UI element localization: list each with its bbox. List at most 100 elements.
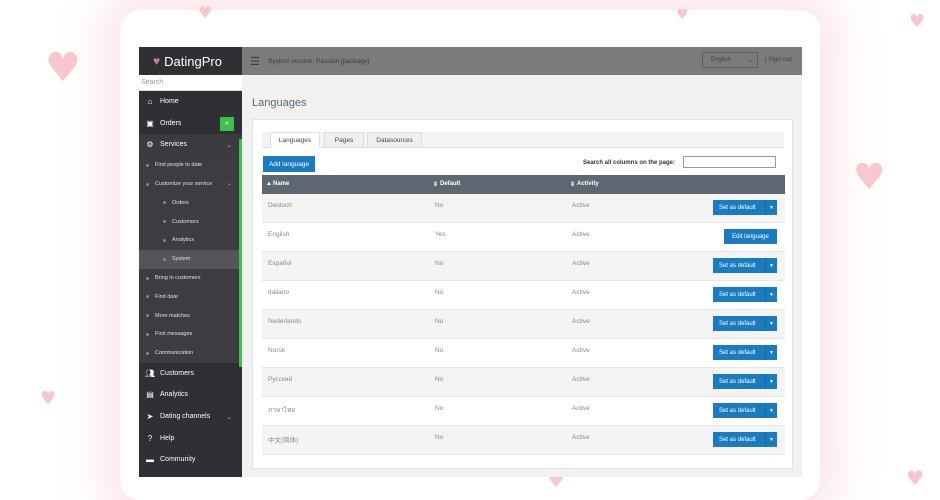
search-label: Search all columns on the page: (583, 160, 676, 166)
sidebar-subitem-first-messages[interactable]: First messages (139, 324, 242, 344)
languages-panel: Languages Pages Datasources Add language… (252, 119, 793, 469)
caret-down-icon[interactable]: ▼ (765, 200, 777, 215)
set-as-default-button[interactable]: Set as default ▼ (713, 287, 777, 302)
sidebar-subitem-bring-in[interactable]: Bring in customers (139, 268, 242, 288)
chevron-down-icon: ⌄ (747, 57, 753, 64)
caret-down-icon[interactable]: ▼ (765, 345, 777, 360)
cell-default: No (435, 376, 444, 383)
brand-name: DatingPro (164, 53, 222, 69)
table-row: Español No Active Set as default ▼ (262, 252, 785, 281)
heart-decoration-icon: ♥ (198, 3, 213, 22)
cell-name: ภาษาไทย (268, 407, 296, 414)
set-as-default-button[interactable]: Set as default ▼ (713, 432, 777, 447)
sidebar-subitem-more-matches[interactable]: More matches (139, 306, 242, 325)
cell-name: Español (268, 260, 292, 267)
sort-icon[interactable]: ⇕ (433, 182, 439, 188)
sidebar-item-label: Customers (160, 369, 194, 377)
menu-toggle-icon[interactable]: ☰ (250, 55, 260, 68)
sidebar-item-dating-channels[interactable]: ➤ Dating channels ⌄ (139, 406, 242, 428)
sidebar-subitem-label: First messages (155, 331, 193, 338)
set-as-default-button[interactable]: Set as default ▼ (713, 403, 777, 418)
table-row: Norsk No Active Set as default ▼ (262, 339, 785, 368)
set-as-default-button[interactable]: Set as default ▼ (713, 345, 777, 360)
cell-name: English (268, 231, 290, 238)
sidebar-item-home[interactable]: ⌂ Home (139, 91, 242, 113)
cell-default: No (435, 405, 444, 412)
sidebar-item-help[interactable]: ? Help (139, 427, 242, 449)
collapse-badge[interactable]: « (220, 116, 234, 131)
add-language-button[interactable]: Add language (263, 156, 315, 172)
set-as-default-label: Set as default (719, 378, 756, 385)
caret-down-icon[interactable]: ▼ (765, 432, 777, 447)
cell-name: Русский (268, 376, 293, 383)
heart-decoration-icon: ♥ (40, 388, 57, 409)
set-as-default-label: Set as default (719, 204, 756, 211)
table-row: Русский No Active Set as default ▼ (262, 368, 785, 397)
sidebar-subitem-label: Orders (172, 199, 189, 206)
set-as-default-label: Set as default (719, 349, 756, 356)
sidebar-item-analytics[interactable]: ▤ Analytics (139, 384, 242, 406)
sidebar-item-orders[interactable]: ▣ Orders « (139, 113, 242, 135)
table-row: Nederlands No Active Set as default ▼ (262, 310, 785, 339)
sidebar: ♥ DatingPro Search ⌂ Home ▣ Orders « ⚙ S… (139, 47, 242, 477)
set-as-default-button[interactable]: Set as default ▼ (713, 374, 777, 389)
table-search-input[interactable] (683, 156, 776, 168)
set-as-default-button[interactable]: Set as default ▼ (713, 200, 777, 215)
users-icon: 👥︎ (144, 368, 156, 378)
column-header-activity[interactable]: Activity (577, 181, 599, 187)
chevron-down-icon: ⌄ (226, 141, 232, 149)
sign-out-link[interactable]: | Sign out (764, 56, 792, 63)
tab-languages[interactable]: Languages (270, 132, 320, 148)
cell-activity: Active (572, 289, 590, 296)
sidebar-subitem-orders[interactable]: Orders (139, 193, 242, 213)
set-as-default-button[interactable]: Set as default ▼ (713, 258, 777, 273)
caret-down-icon[interactable]: ▼ (765, 403, 777, 418)
tab-pages[interactable]: Pages (324, 132, 364, 148)
cell-name: Italiano (268, 289, 289, 296)
sidebar-subitem-find-date[interactable]: Find date (139, 287, 242, 307)
sidebar-subitem-label: Find people to date (155, 162, 203, 169)
column-header-name[interactable]: Name (273, 181, 290, 187)
table-row: ภาษาไทย No Active Set as default ▼ (262, 397, 785, 426)
sort-asc-icon[interactable]: ▲ (266, 181, 272, 187)
heart-decoration-icon: ♥ (853, 157, 886, 198)
sort-icon[interactable]: ⇕ (570, 182, 576, 188)
cell-activity: Active (572, 347, 590, 354)
sidebar-subitem-customers[interactable]: Customers (139, 212, 242, 231)
caret-down-icon[interactable]: ▼ (765, 258, 777, 273)
cell-activity: Active (572, 318, 590, 325)
brand-logo[interactable]: ♥ DatingPro (139, 47, 242, 75)
sidebar-item-label: Analytics (160, 391, 189, 399)
cell-name: Nederlands (268, 318, 302, 325)
sidebar-search-input[interactable]: Search (139, 75, 242, 91)
sidebar-subitem-customize[interactable]: Customize your service ⌄ (139, 174, 242, 194)
set-as-default-button[interactable]: Set as default ▼ (713, 316, 777, 331)
app-window: ♥ DatingPro Search ⌂ Home ▣ Orders « ⚙ S… (139, 47, 802, 477)
caret-down-icon[interactable]: ▼ (765, 316, 777, 331)
sidebar-subitem-system[interactable]: System (139, 249, 242, 269)
caret-down-icon[interactable]: ▼ (765, 374, 777, 389)
column-header-default[interactable]: Default (440, 181, 461, 187)
sidebar-item-customers[interactable]: 👥︎ Customers (139, 363, 242, 385)
channels-icon: ➤ (146, 412, 154, 422)
chat-icon: ▬ (146, 455, 154, 465)
sidebar-item-label: Help (160, 434, 175, 442)
page-title: Languages (252, 97, 307, 109)
sidebar-item-label: Community (160, 456, 196, 464)
sidebar-subitem-communication[interactable]: Communication (139, 343, 242, 363)
heart-decoration-icon: ♥ (906, 466, 924, 490)
sidebar-subitem-find-people[interactable]: Find people to date (139, 155, 242, 175)
table-row: 中文(简体) No Active Set as default ▼ (262, 426, 785, 455)
language-select[interactable]: English ⌄ (702, 52, 758, 68)
cell-name: Deutsch (268, 202, 292, 209)
tab-datasources[interactable]: Datasources (367, 132, 422, 148)
chevron-down-icon: ⌄ (226, 181, 232, 188)
edit-language-button[interactable]: Edit language (724, 229, 777, 244)
sidebar-item-label: Services (160, 141, 187, 149)
sidebar-subitem-label: More matches (155, 312, 190, 319)
sidebar-item-community[interactable]: ▬ Community (139, 449, 242, 471)
sidebar-item-services[interactable]: ⚙ Services ⌄ (139, 134, 242, 156)
caret-down-icon[interactable]: ▼ (765, 287, 777, 302)
cell-activity: Active (572, 405, 590, 412)
sidebar-subitem-analytics[interactable]: Analytics (139, 230, 242, 250)
